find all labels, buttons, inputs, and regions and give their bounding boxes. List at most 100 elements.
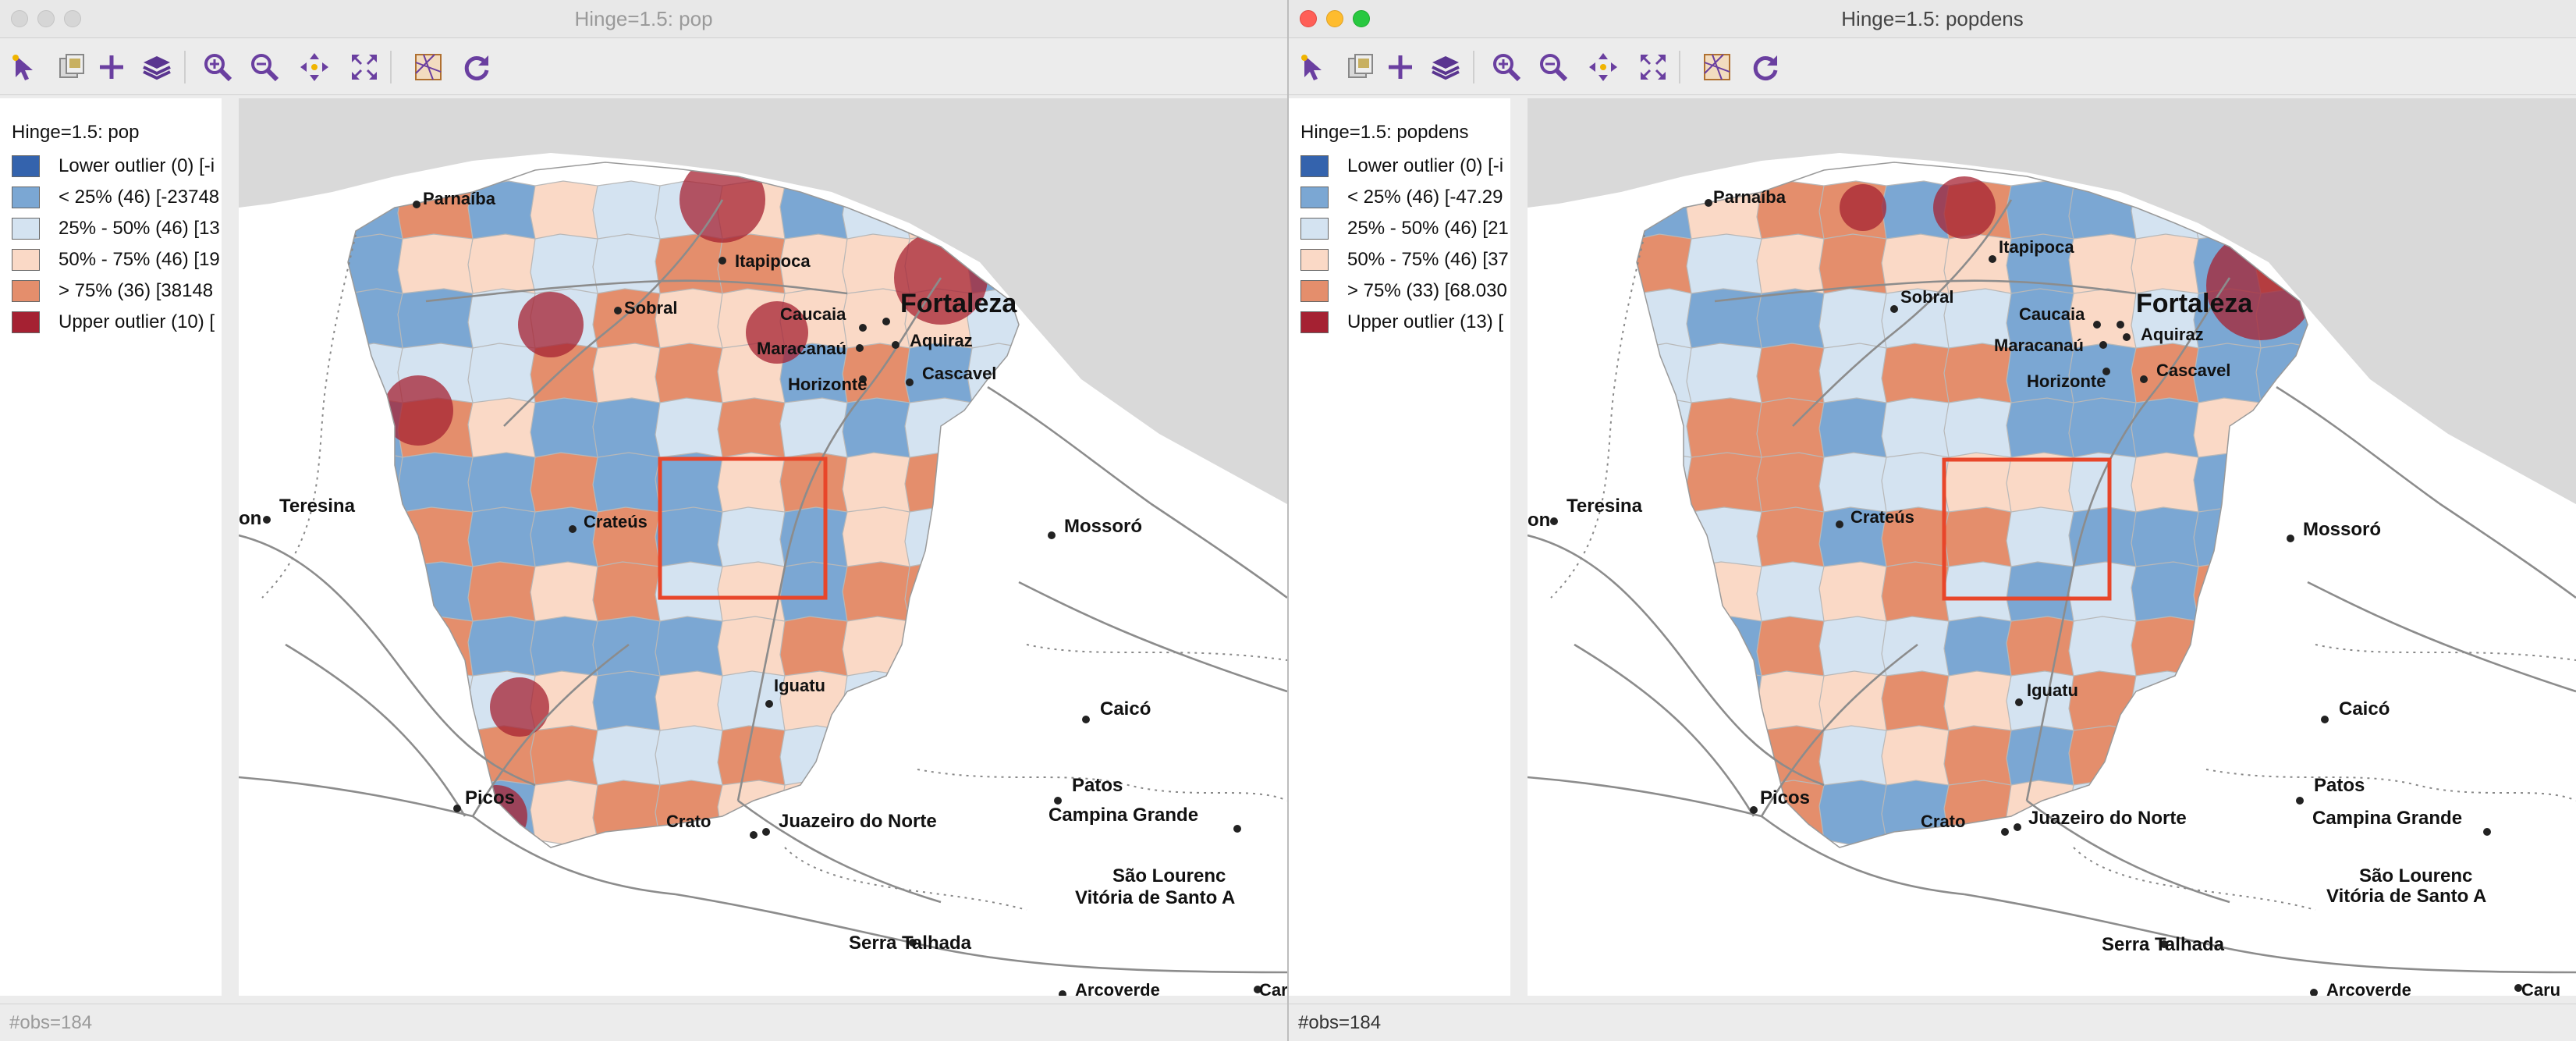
municipality[interactable] — [397, 288, 478, 354]
municipality[interactable] — [1818, 725, 1892, 791]
municipality[interactable] — [779, 616, 853, 681]
basemap-button[interactable] — [1699, 49, 1735, 85]
full-extent-button[interactable] — [346, 49, 382, 85]
municipality[interactable] — [2131, 452, 2204, 517]
municipality[interactable] — [397, 452, 478, 517]
municipality[interactable] — [779, 561, 853, 627]
municipality[interactable] — [530, 180, 603, 244]
municipality[interactable] — [842, 506, 915, 572]
municipality[interactable] — [1943, 506, 2017, 572]
zoom-window-button[interactable] — [64, 10, 81, 27]
full-extent-button[interactable] — [1635, 49, 1671, 85]
municipality[interactable] — [2006, 725, 2079, 791]
layers-button[interactable] — [1428, 49, 1464, 85]
municipality[interactable] — [530, 616, 603, 681]
municipality[interactable] — [2131, 506, 2204, 572]
map-canvas[interactable]: Parnaíba Itapipoca Sobral Caucaia Fortaleza M… — [239, 98, 1287, 996]
layers-button[interactable] — [139, 49, 175, 85]
outlier-area[interactable] — [1840, 184, 1886, 231]
municipality[interactable] — [1756, 561, 1829, 627]
outlier-area[interactable] — [383, 375, 453, 446]
municipality[interactable] — [2068, 561, 2141, 627]
municipality[interactable] — [1756, 397, 1829, 463]
municipality[interactable] — [717, 452, 790, 517]
municipality[interactable] — [1881, 616, 1954, 681]
zoom-in-button[interactable] — [1488, 49, 1524, 85]
municipality[interactable] — [717, 506, 790, 572]
municipality[interactable] — [1756, 343, 1829, 408]
municipality[interactable] — [1943, 452, 2017, 517]
municipality[interactable] — [1881, 343, 1954, 408]
municipality[interactable] — [1818, 561, 1892, 627]
municipality[interactable] — [2006, 616, 2079, 681]
close-window-button[interactable] — [11, 10, 28, 27]
title-bar[interactable]: Hinge=1.5: popdens — [1289, 0, 2576, 38]
municipality[interactable] — [592, 725, 665, 791]
municipality[interactable] — [655, 397, 728, 463]
municipality[interactable] — [467, 561, 541, 627]
copy-map-button[interactable] — [53, 49, 89, 85]
municipality[interactable] — [1756, 670, 1829, 736]
plus-button[interactable] — [1382, 49, 1418, 85]
close-window-button[interactable] — [1300, 10, 1317, 27]
municipality[interactable] — [530, 780, 603, 845]
municipality[interactable] — [1686, 233, 1767, 299]
municipality[interactable] — [592, 452, 665, 517]
outlier-area[interactable] — [746, 301, 808, 364]
municipality[interactable] — [1881, 397, 1954, 463]
zoom-in-button[interactable] — [200, 49, 236, 85]
municipality[interactable] — [467, 506, 541, 572]
choropleth-map[interactable]: Parnaíba Itapipoca Sobral Caucaia Fortaleza M… — [239, 98, 1287, 996]
municipality[interactable] — [1943, 670, 2017, 736]
municipality[interactable] — [2131, 561, 2204, 627]
municipality[interactable] — [2068, 452, 2141, 517]
select-button[interactable] — [8, 49, 44, 85]
municipality[interactable] — [2068, 233, 2141, 299]
municipality[interactable] — [655, 670, 728, 736]
title-bar[interactable]: Hinge=1.5: pop — [0, 0, 1287, 38]
municipality[interactable] — [530, 725, 603, 791]
municipality[interactable] — [717, 725, 790, 791]
municipality[interactable] — [1756, 233, 1829, 299]
municipality[interactable] — [467, 343, 541, 408]
copy-map-button[interactable] — [1342, 49, 1378, 85]
map-canvas[interactable]: Parnaíba Itapipoca Sobral Caucaia Fortaleza M… — [1528, 98, 2576, 996]
map-legend[interactable]: Hinge=1.5: pop Lower outlier (0) [-i < 25… — [0, 98, 222, 996]
municipality[interactable] — [530, 452, 603, 517]
outlier-area[interactable] — [518, 292, 584, 357]
choropleth-map[interactable]: Parnaíba Itapipoca Sobral Caucaia Fortaleza M… — [1528, 98, 2576, 996]
municipality[interactable] — [1818, 670, 1892, 736]
basemap-button[interactable] — [410, 49, 446, 85]
splitter[interactable] — [1510, 95, 1528, 1002]
municipality[interactable] — [1943, 616, 2017, 681]
municipality[interactable] — [1686, 452, 1767, 517]
plus-button[interactable] — [94, 49, 130, 85]
municipality[interactable] — [1756, 452, 1829, 517]
municipality[interactable] — [397, 233, 478, 299]
municipality[interactable] — [2068, 616, 2141, 681]
municipality[interactable] — [1943, 397, 2017, 463]
municipality[interactable] — [717, 397, 790, 463]
selection-rectangle[interactable] — [1942, 457, 2112, 601]
refresh-button[interactable] — [459, 49, 495, 85]
municipality[interactable] — [467, 616, 541, 681]
outlier-area[interactable] — [490, 677, 549, 737]
selection-rectangle[interactable] — [658, 457, 828, 600]
municipality[interactable] — [1756, 616, 1829, 681]
pan-button[interactable] — [296, 49, 332, 85]
zoom-out-button[interactable] — [1535, 49, 1571, 85]
municipality[interactable] — [842, 452, 915, 517]
map-legend[interactable]: Hinge=1.5: popdens Lower outlier (0) [-i… — [1289, 98, 1511, 996]
municipality[interactable] — [592, 343, 665, 408]
municipality[interactable] — [779, 397, 853, 463]
municipality[interactable] — [1686, 343, 1767, 408]
zoom-window-button[interactable] — [1353, 10, 1370, 27]
pan-button[interactable] — [1585, 49, 1621, 85]
outlier-area[interactable] — [1933, 176, 1996, 239]
municipality[interactable] — [2068, 397, 2141, 463]
municipality[interactable] — [592, 670, 665, 736]
refresh-button[interactable] — [1747, 49, 1783, 85]
municipality[interactable] — [2006, 506, 2079, 572]
municipality[interactable] — [655, 452, 728, 517]
minimize-window-button[interactable] — [37, 10, 55, 27]
